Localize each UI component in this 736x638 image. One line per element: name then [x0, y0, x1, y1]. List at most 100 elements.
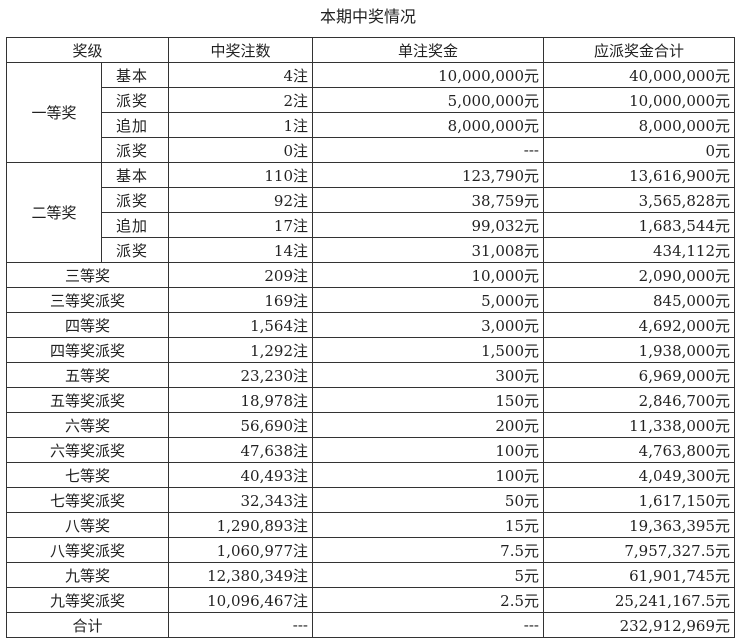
- table-row: 三等奖派奖 169注 5,000元 845,000元: [5, 287, 736, 313]
- total-prize: 1,938,000元: [543, 337, 736, 363]
- unit-prize: 5,000元: [312, 287, 545, 313]
- header-unit-prize: 单注奖金: [312, 37, 545, 63]
- win-count: 12,380,349注: [168, 562, 314, 588]
- unit-prize: 15元: [312, 512, 545, 538]
- table-row: 四等奖派奖 1,292注 1,500元 1,938,000元: [5, 337, 736, 363]
- win-count: 169注: [168, 287, 314, 313]
- table-row: 派奖 14注 31,008元 434,112元: [7, 237, 736, 263]
- table-row: 派奖 92注 38,759元 3,565,828元: [7, 187, 736, 213]
- prize-level: 五等奖派奖: [5, 387, 170, 413]
- sub-level: 派奖: [100, 187, 170, 213]
- sub-level: 追加: [100, 212, 170, 238]
- table-row: 二等奖 基本 110注 123,790元 13,616,900元: [6, 162, 736, 263]
- win-count: 209注: [168, 262, 314, 288]
- prize-level: 七等奖派奖: [5, 487, 170, 513]
- prize-level: 三等奖派奖: [5, 287, 170, 313]
- win-count: 1,060,977注: [168, 537, 314, 563]
- header-count: 中奖注数: [168, 37, 314, 63]
- unit-prize: 3,000元: [312, 312, 545, 338]
- total-label: 合计: [5, 612, 170, 638]
- total-prize: 4,763,800元: [543, 437, 736, 463]
- table-row: 五等奖 23,230注 300元 6,969,000元: [5, 362, 736, 388]
- sub-level: 派奖: [100, 137, 170, 163]
- table-row: 八等奖派奖 1,060,977注 7.5元 7,957,327.5元: [5, 537, 736, 563]
- total-count: ---: [168, 612, 314, 638]
- total-prize: 40,000,000元: [543, 62, 736, 88]
- win-count: 18,978注: [168, 387, 314, 413]
- win-count: 92注: [168, 187, 314, 213]
- table-row: 一等奖 基本 4注 10,000,000元 40,000,000元: [6, 62, 736, 163]
- table-row: 八等奖 1,290,893注 15元 19,363,395元: [5, 512, 736, 538]
- sub-level: 派奖: [100, 87, 170, 113]
- table-row: 九等奖派奖 10,096,467注 2.5元 25,241,167.5元: [5, 587, 736, 613]
- unit-prize: 1,500元: [312, 337, 545, 363]
- sub-level: 基本: [100, 62, 170, 88]
- total-prize: 4,692,000元: [543, 312, 736, 338]
- total-prize: 3,565,828元: [543, 187, 736, 213]
- total-prize: 19,363,395元: [543, 512, 736, 538]
- win-count: 10,096,467注: [168, 587, 314, 613]
- win-count: 2注: [168, 87, 314, 113]
- unit-prize: 300元: [312, 362, 545, 388]
- unit-prize: 50元: [312, 487, 545, 513]
- unit-prize: 8,000,000元: [312, 112, 545, 138]
- total-prize: 2,090,000元: [543, 262, 736, 288]
- unit-prize: ---: [312, 137, 545, 163]
- unit-prize: 2.5元: [312, 587, 545, 613]
- win-count: 56,690注: [168, 412, 314, 438]
- table-row: 四等奖 1,564注 3,000元 4,692,000元: [5, 312, 736, 338]
- table-row: 派奖 0注 --- 0元: [7, 137, 736, 163]
- win-count: 17注: [168, 212, 314, 238]
- header-total-prize: 应派奖金合计: [543, 37, 736, 63]
- unit-prize: 5,000,000元: [312, 87, 545, 113]
- sub-level: 追加: [100, 112, 170, 138]
- win-count: 0注: [168, 137, 314, 163]
- prize-level: 五等奖: [5, 362, 170, 388]
- win-count: 1,564注: [168, 312, 314, 338]
- prize-level: 六等奖派奖: [5, 437, 170, 463]
- total-prize: 1,617,150元: [543, 487, 736, 513]
- total-prize: 0元: [543, 137, 736, 163]
- table-row: 追加 1注 8,000,000元 8,000,000元: [7, 112, 736, 138]
- prize-level: 九等奖派奖: [5, 587, 170, 613]
- total-prize: 6,969,000元: [543, 362, 736, 388]
- table-row: 六等奖派奖 47,638注 100元 4,763,800元: [5, 437, 736, 463]
- second-prize-label: 二等奖: [6, 162, 102, 263]
- first-prize-label: 一等奖: [6, 62, 102, 163]
- win-count: 47,638注: [168, 437, 314, 463]
- table-row: 七等奖派奖 32,343注 50元 1,617,150元: [5, 487, 736, 513]
- win-count: 23,230注: [168, 362, 314, 388]
- prize-level: 六等奖: [5, 412, 170, 438]
- total-prize: 1,683,544元: [543, 212, 736, 238]
- table-row: 追加 17注 99,032元 1,683,544元: [7, 212, 736, 238]
- total-unit: ---: [312, 612, 545, 638]
- unit-prize: 38,759元: [312, 187, 545, 213]
- prize-table: 奖级 中奖注数 单注奖金 应派奖金合计 一等奖 基本 4注 10,000,000…: [5, 37, 736, 638]
- table-header-row: 奖级 中奖注数 单注奖金 应派奖金合计: [5, 37, 736, 63]
- grand-total: 232,912,969元: [543, 612, 736, 638]
- prize-level: 七等奖: [5, 462, 170, 488]
- prize-level: 四等奖派奖: [5, 337, 170, 363]
- sub-level: 派奖: [100, 237, 170, 263]
- win-count: 32,343注: [168, 487, 314, 513]
- header-level: 奖级: [5, 37, 170, 63]
- unit-prize: 7.5元: [312, 537, 545, 563]
- table-row: 派奖 2注 5,000,000元 10,000,000元: [7, 87, 736, 113]
- prize-level: 八等奖派奖: [5, 537, 170, 563]
- table-row: 六等奖 56,690注 200元 11,338,000元: [5, 412, 736, 438]
- prize-level: 三等奖: [5, 262, 170, 288]
- unit-prize: 10,000,000元: [312, 62, 545, 88]
- total-prize: 13,616,900元: [543, 162, 736, 188]
- page-title: 本期中奖情况: [319, 7, 416, 26]
- table-row: 七等奖 40,493注 100元 4,049,300元: [5, 462, 736, 488]
- sub-level: 基本: [100, 162, 170, 188]
- unit-prize: 150元: [312, 387, 545, 413]
- win-count: 110注: [168, 162, 314, 188]
- win-count: 1,292注: [168, 337, 314, 363]
- total-prize: 10,000,000元: [543, 87, 736, 113]
- table-row: 九等奖 12,380,349注 5元 61,901,745元: [5, 562, 736, 588]
- total-prize: 2,846,700元: [543, 387, 736, 413]
- total-row: 合计 --- --- 232,912,969元: [5, 612, 736, 638]
- unit-prize: 99,032元: [312, 212, 545, 238]
- table-row: 三等奖 209注 10,000元 2,090,000元: [5, 262, 736, 288]
